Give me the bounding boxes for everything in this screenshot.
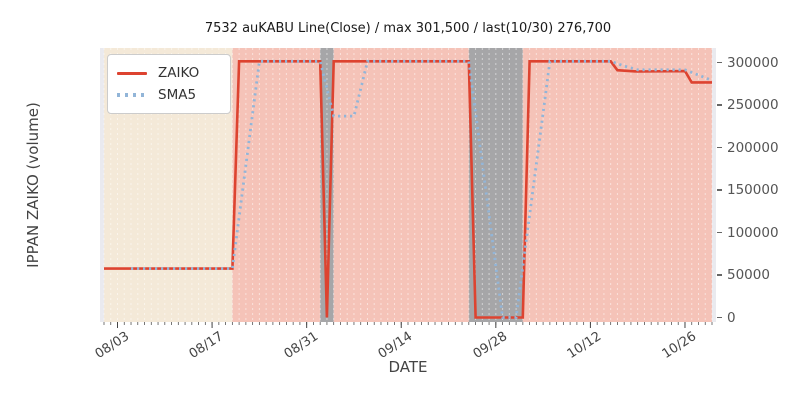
y-tick-label: 150000 [727, 182, 779, 199]
legend-item-sma5: SMA5 [117, 84, 220, 106]
chart-title: 7532 auKABU Line(Close) / max 301,500 / … [204, 21, 612, 36]
y-tick-mark [717, 189, 722, 191]
sma5-line-swatch-icon [117, 93, 147, 97]
legend-label: ZAIKO [158, 65, 200, 81]
y-tick-label: 100000 [727, 224, 779, 241]
y-tick-mark [717, 316, 722, 319]
y-tick-mark [717, 61, 722, 64]
legend-label: SMA5 [158, 87, 197, 103]
y-tick-label: 300000 [727, 54, 779, 71]
y-tick-mark [717, 104, 722, 106]
y-tick-mark [717, 146, 722, 149]
y-tick-label: 200000 [727, 139, 779, 156]
y-tick-label: 0 [727, 309, 736, 326]
legend-item-zaiko: ZAIKO [117, 62, 220, 84]
y-tick-label: 250000 [727, 97, 779, 114]
zaiko-line-swatch-icon [117, 71, 147, 75]
x-axis-label: DATE [388, 358, 428, 376]
pink-span [232, 48, 321, 322]
y-axis-label: IPPAN ZAIKO (volume) [24, 102, 42, 268]
y-tick-mark [717, 274, 722, 276]
series-sma5 [131, 59, 713, 319]
y-tick-mark [717, 231, 722, 234]
y-tick-label: 50000 [727, 267, 770, 284]
legend: ZAIKO SMA5 [107, 54, 231, 114]
